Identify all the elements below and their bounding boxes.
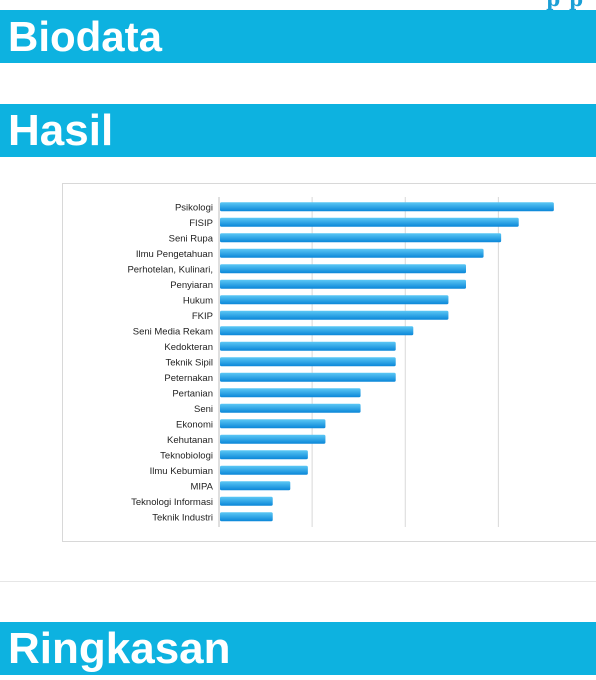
category-label: Teknobiologi <box>160 450 213 461</box>
bar-teknologi-informasi <box>220 496 273 506</box>
bar-teknik-industri <box>220 512 273 522</box>
bar-kedokteran <box>220 341 396 351</box>
category-label: FISIP <box>189 218 213 229</box>
bar-perhotelan-kulinari <box>220 264 466 274</box>
bar-mipa <box>220 481 291 491</box>
header-fragment-text: p p <box>546 0 584 10</box>
section-banner-hasil: Hasil <box>0 104 596 157</box>
section-title-hasil: Hasil <box>8 105 114 155</box>
category-label: Seni Rupa <box>169 233 214 244</box>
bar-fkip <box>220 310 449 320</box>
bar-hukum <box>220 295 449 305</box>
bar-peternakan <box>220 372 396 382</box>
bar-kehutanan <box>220 434 326 444</box>
category-label: Seni <box>194 404 213 415</box>
category-label: Kehutanan <box>167 435 213 446</box>
category-label: Pertanian <box>172 388 213 399</box>
category-label: Ilmu Pengetahuan <box>136 249 213 260</box>
bar-seni <box>220 403 361 413</box>
section-title-biodata: Biodata <box>8 12 163 60</box>
category-label: Teknik Sipil <box>165 357 213 368</box>
bar-seni-rupa <box>220 233 502 243</box>
category-label: Penyiaran <box>170 280 213 291</box>
section-title-ringkasan: Ringkasan <box>8 623 231 673</box>
section-banner-biodata: Biodata <box>0 10 596 63</box>
top-header-fragment: p p <box>0 0 596 10</box>
section-divider <box>0 581 596 582</box>
category-label: FKIP <box>192 311 213 322</box>
bar-pertanian <box>220 388 361 398</box>
bar-chart-svg: Psikologi FISIP Seni Rupa Ilmu Pengetahuan P… <box>127 197 554 527</box>
bar-ekonomi <box>220 419 326 429</box>
category-label: Kedokteran <box>164 342 213 353</box>
bar-seni-media-rekam <box>220 326 414 336</box>
category-label: Peternakan <box>164 373 213 384</box>
category-label: Seni Media Rekam <box>133 326 213 337</box>
results-chart: Psikologi FISIP Seni Rupa Ilmu Pengetahuan P… <box>62 183 596 542</box>
category-label: Hukum <box>183 295 213 306</box>
category-label: Ekonomi <box>176 419 213 430</box>
bar-teknik-sipil <box>220 357 396 367</box>
section-banner-ringkasan: Ringkasan <box>0 622 596 675</box>
bar-teknobiologi <box>220 450 308 460</box>
bar-ilmu-kebumian <box>220 465 308 475</box>
bar-psikologi <box>220 202 554 212</box>
category-label: Perhotelan, Kulinari, <box>127 264 213 275</box>
category-label: MIPA <box>190 481 213 492</box>
category-label: Teknologi Informasi <box>131 497 213 508</box>
category-label: Teknik Industri <box>152 512 213 523</box>
bar-ilmu-pengetahuan <box>220 248 484 258</box>
category-label: Psikologi <box>175 202 213 213</box>
bar-fisip <box>220 217 519 227</box>
category-label: Ilmu Kebumian <box>150 466 213 477</box>
bar-penyiaran <box>220 279 466 289</box>
